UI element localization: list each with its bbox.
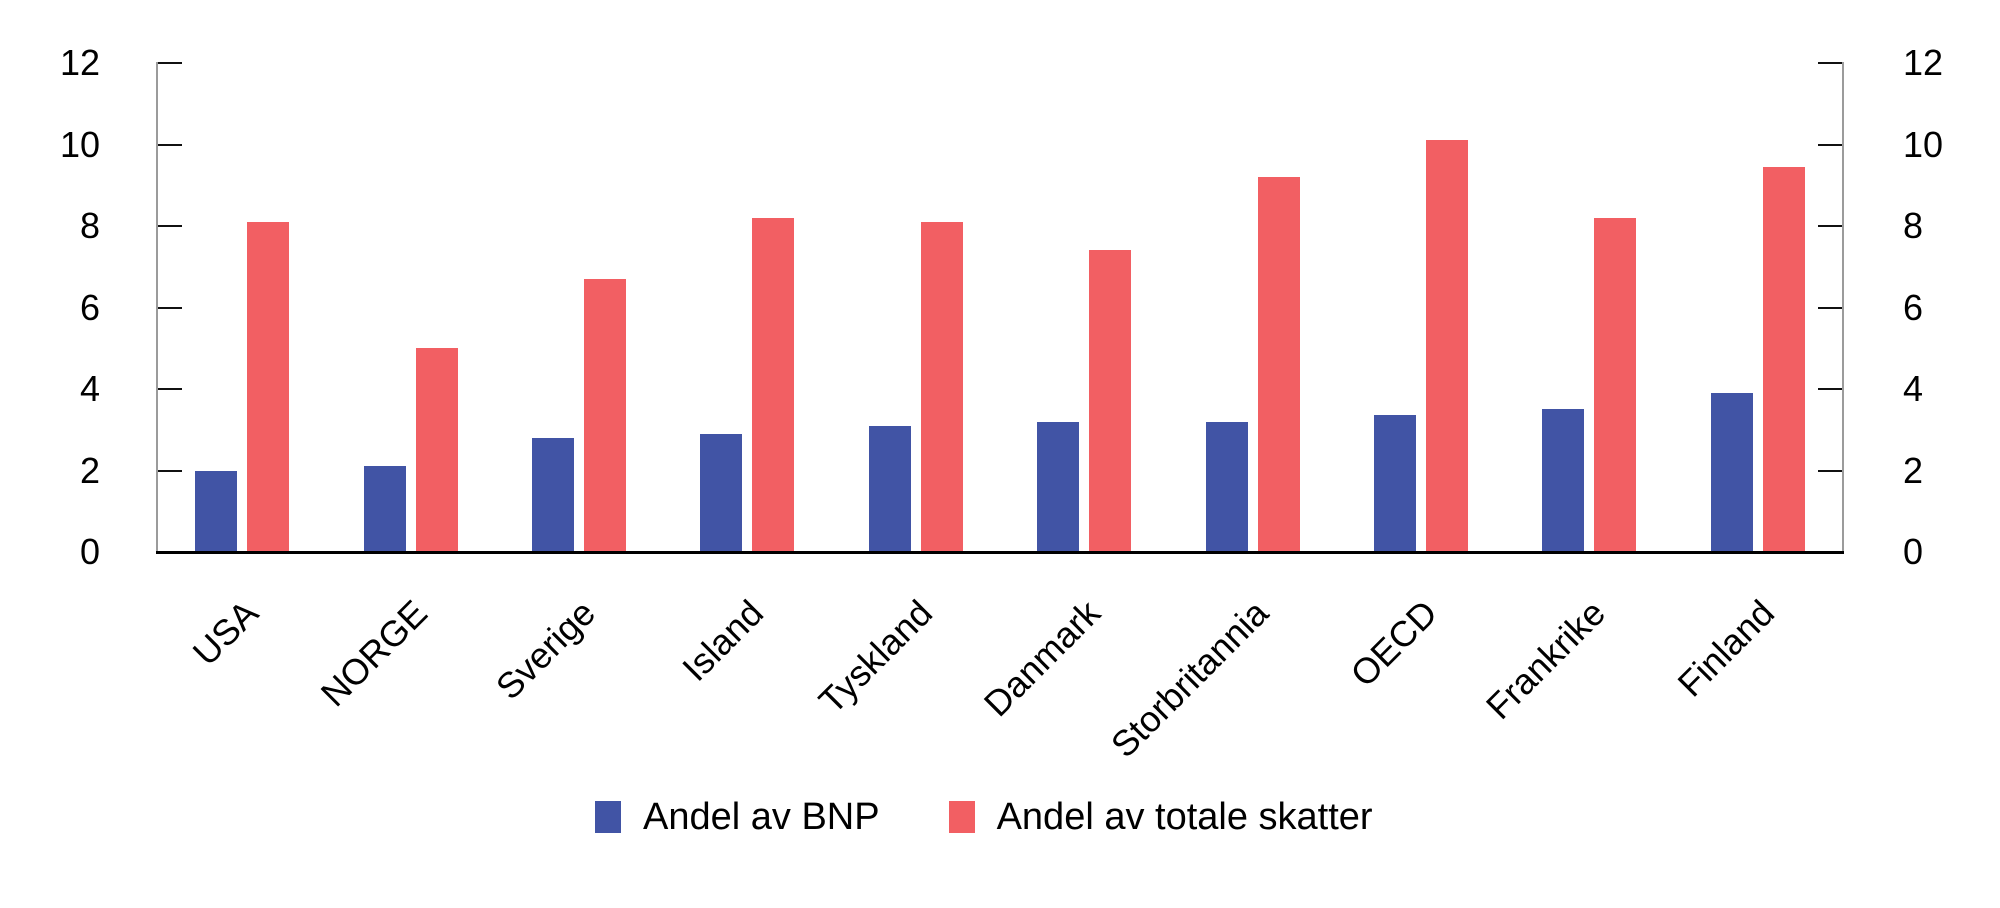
y-tick-label-right-4: 4 <box>1903 368 1924 409</box>
y-tick-left-8 <box>158 225 182 227</box>
category-label-island: Island <box>674 592 772 689</box>
bar-andel-av-bnp-oecd <box>1374 415 1416 552</box>
y-tick-left-6 <box>158 306 182 309</box>
y-axis-left-spine <box>156 62 158 553</box>
legend-swatch-andel-av-totale-skatter <box>948 801 975 833</box>
bar-andel-av-totale-skatter-frankrike <box>1594 217 1637 552</box>
y-tick-right-6 <box>1818 306 1842 309</box>
y-axis-right-spine <box>1842 62 1844 553</box>
y-tick-right-4 <box>1818 388 1842 390</box>
y-tick-right-12 <box>1818 62 1842 64</box>
bar-andel-av-totale-skatter-norge <box>415 348 458 552</box>
bar-andel-av-bnp-storbritannia <box>1205 421 1248 552</box>
y-tick-left-4 <box>158 388 182 390</box>
y-tick-right-2 <box>1818 469 1842 472</box>
bar-andel-av-bnp-island <box>700 433 743 552</box>
bar-andel-av-totale-skatter-oecd <box>1426 140 1468 552</box>
bar-andel-av-totale-skatter-danmark <box>1089 250 1132 552</box>
legend-label-andel-av-totale-skatter: Andel av totale skatter <box>996 796 1373 838</box>
category-label-sverige: Sverige <box>487 592 603 708</box>
legend: Andel av BNP Andel av totale skatter <box>595 797 1373 837</box>
category-label-oecd: OECD <box>1342 592 1445 695</box>
bar-andel-av-totale-skatter-finland <box>1762 166 1805 552</box>
bar-andel-av-bnp-usa <box>195 470 238 552</box>
legend-item-andel-av-bnp: Andel av BNP <box>595 797 880 837</box>
y-tick-left-10 <box>158 143 182 146</box>
y-tick-label-left-4: 4 <box>79 368 100 409</box>
category-label-finland: Finland <box>1669 592 1782 705</box>
y-tick-label-right-2: 2 <box>1903 449 1924 491</box>
bar-andel-av-bnp-tyskland <box>868 425 911 552</box>
y-tick-label-left-2: 2 <box>79 449 100 491</box>
y-tick-label-right-6: 6 <box>1903 286 1924 328</box>
bar-andel-av-bnp-norge <box>363 466 406 552</box>
y-tick-right-8 <box>1818 225 1842 227</box>
y-tick-left-12 <box>158 62 182 64</box>
bar-andel-av-bnp-danmark <box>1037 421 1080 552</box>
bar-andel-av-bnp-finland <box>1710 393 1753 552</box>
y-tick-right-10 <box>1818 143 1842 146</box>
category-label-frankrike: Frankrike <box>1478 592 1614 728</box>
legend-swatch-andel-av-bnp <box>595 801 621 833</box>
y-tick-label-right-8: 8 <box>1903 205 1924 246</box>
legend-label-andel-av-bnp: Andel av BNP <box>643 796 880 838</box>
y-tick-label-right-0: 0 <box>1903 531 1924 572</box>
y-tick-label-left-10: 10 <box>59 123 100 165</box>
x-axis-baseline <box>156 551 1844 554</box>
category-label-danmark: Danmark <box>975 592 1109 725</box>
bar-andel-av-totale-skatter-storbritannia <box>1257 177 1300 552</box>
bar-andel-av-totale-skatter-usa <box>247 221 290 552</box>
y-tick-label-left-0: 0 <box>79 531 100 572</box>
category-label-usa: USA <box>184 592 267 674</box>
bar-andel-av-totale-skatter-tyskland <box>920 221 963 552</box>
y-tick-label-right-10: 10 <box>1903 123 1944 165</box>
y-tick-label-left-12: 12 <box>59 42 100 83</box>
bar-andel-av-totale-skatter-sverige <box>584 278 626 552</box>
category-label-tyskland: Tyskland <box>810 592 940 722</box>
y-tick-left-2 <box>158 469 182 472</box>
y-tick-label-left-8: 8 <box>79 205 100 246</box>
y-tick-label-left-6: 6 <box>79 286 100 328</box>
bar-andel-av-bnp-frankrike <box>1542 409 1585 552</box>
bar-andel-av-totale-skatter-island <box>752 217 795 552</box>
category-label-storbritannia: Storbritannia <box>1103 592 1277 766</box>
legend-item-andel-av-totale-skatter: Andel av totale skatter <box>948 796 1373 838</box>
category-label-norge: NORGE <box>312 592 435 715</box>
y-tick-label-right-12: 12 <box>1903 42 1944 83</box>
bar-andel-av-bnp-sverige <box>532 437 574 552</box>
